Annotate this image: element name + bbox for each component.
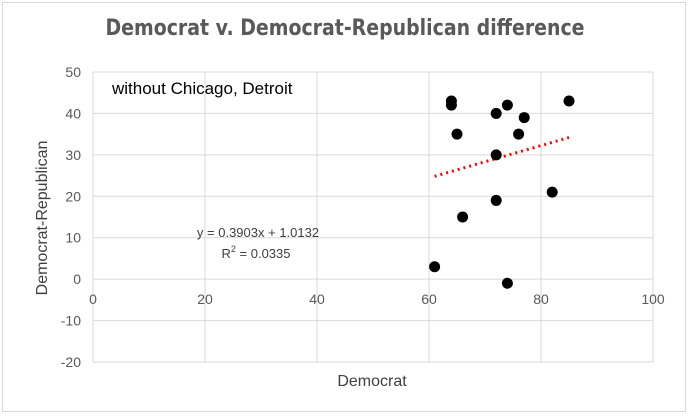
- data-point: [490, 107, 502, 119]
- data-point: [457, 211, 469, 223]
- data-points: [429, 95, 575, 289]
- x-axis-title: Democrat: [337, 373, 407, 390]
- y-tick-label: -20: [61, 354, 81, 370]
- trendline-equation: y = 0.3903x + 1.0132: [197, 225, 319, 240]
- trendline-group: [434, 136, 570, 178]
- x-tick-label: 40: [309, 291, 325, 307]
- data-point: [563, 95, 575, 107]
- data-point: [513, 128, 525, 140]
- x-tick-label: 100: [641, 291, 665, 307]
- y-tick-label: 20: [65, 188, 81, 204]
- chart-frame: [2, 2, 686, 412]
- r-squared-value: = 0.0335: [236, 246, 291, 261]
- data-point: [429, 261, 441, 273]
- r-squared-superscript: 2: [231, 244, 236, 254]
- data-point: [490, 194, 502, 206]
- data-point: [501, 277, 513, 289]
- x-tick-labels: 0 20 40 60 80 100: [89, 291, 665, 307]
- data-point: [445, 99, 457, 111]
- data-point: [518, 112, 530, 124]
- y-tick-label: 10: [65, 230, 81, 246]
- r-squared-prefix: R: [222, 246, 231, 261]
- data-point: [501, 99, 513, 111]
- x-tick-label: 0: [89, 291, 97, 307]
- y-axis-title: Democrat-Republican: [34, 141, 51, 296]
- gridlines: [92, 71, 654, 363]
- y-tick-label: 50: [65, 64, 81, 80]
- chart-title: Democrat v. Democrat-Republican differen…: [105, 16, 585, 41]
- y-tick-label: 30: [65, 147, 81, 163]
- x-tick-label: 20: [197, 291, 213, 307]
- y-tick-label: -10: [61, 313, 81, 329]
- chart-annotation: without Chicago, Detroit: [111, 79, 293, 98]
- x-tick-label: 60: [421, 291, 437, 307]
- y-tick-label: 40: [65, 105, 81, 121]
- data-point: [546, 186, 558, 198]
- x-tick-label: 80: [533, 291, 549, 307]
- y-tick-labels: -20 -10 0 10 20 30 40 50: [61, 64, 81, 370]
- data-point: [490, 149, 502, 161]
- trendline: [434, 136, 570, 178]
- y-tick-label: 0: [73, 271, 81, 287]
- r-squared-label: R2 = 0.0335: [222, 244, 291, 261]
- data-point: [451, 128, 463, 140]
